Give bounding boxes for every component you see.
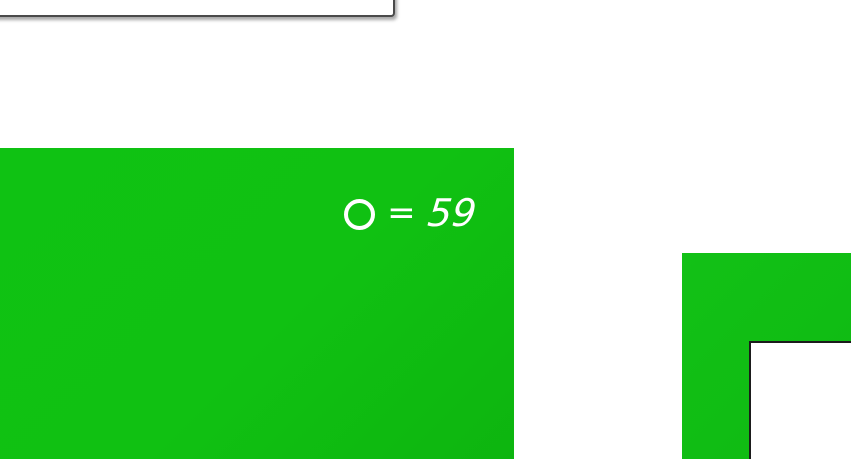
circle-icon [344,198,376,230]
score-value: 59 [425,191,479,235]
equals-sign: = [387,193,416,233]
top-panel-frame [0,0,395,17]
green-panel: = 59 [0,148,514,459]
green-l-block [682,253,851,459]
l-block-cutout [749,341,851,459]
score-display: = 59 [344,191,479,235]
